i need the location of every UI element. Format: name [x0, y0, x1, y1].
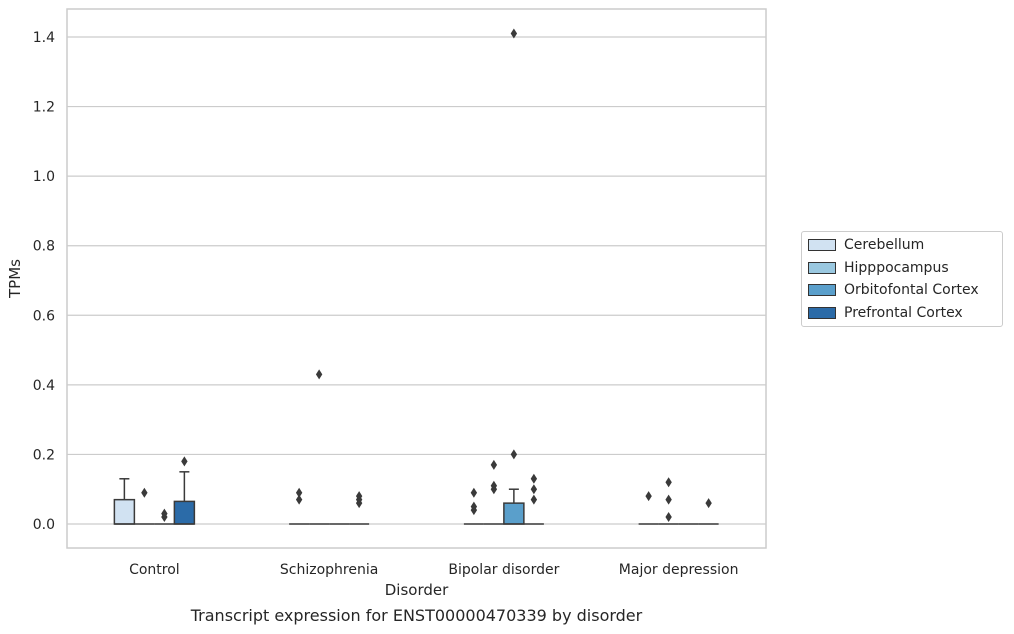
outlier-point	[315, 369, 323, 380]
box-hipppocampus	[309, 369, 330, 525]
legend-item: Cerebellum	[808, 235, 924, 255]
box-orbitofontal-cortex	[503, 28, 525, 525]
grid	[67, 36, 766, 525]
x-axis-label: Disorder	[385, 581, 449, 599]
box-hipppocampus	[134, 487, 155, 525]
outlier-point	[355, 491, 363, 502]
y-tick-label: 0.6	[33, 308, 55, 324]
box-hipppocampus	[658, 477, 679, 525]
y-axis-label: TPMs	[6, 259, 24, 299]
legend-label: Hipppocampus	[844, 259, 949, 276]
box-body	[503, 502, 525, 525]
outlier-point	[530, 494, 538, 505]
outlier-point	[470, 501, 478, 512]
outlier-point	[530, 473, 538, 484]
box-cerebellum	[463, 487, 484, 525]
plot-frame	[66, 8, 767, 549]
legend-swatch	[808, 261, 836, 274]
legend-item: Prefrontal Cortex	[808, 303, 963, 323]
y-tick-label: 0.0	[33, 517, 55, 533]
legend-label: Orbitofontal Cortex	[844, 282, 979, 298]
outlier-point	[510, 28, 518, 39]
x-tick-label: Major depression	[619, 562, 739, 578]
outlier-point	[490, 459, 498, 470]
outlier-point	[295, 494, 303, 505]
legend-label: Prefrontal Cortex	[844, 304, 963, 321]
y-tick-label: 1.4	[33, 30, 55, 46]
outlier-point	[665, 512, 672, 523]
x-tick-label: Bipolar disorder	[448, 562, 559, 578]
box-cerebellum	[638, 491, 659, 525]
box-prefrontal-cortex	[523, 473, 544, 525]
outlier-point	[510, 449, 518, 460]
x-axis-ticks: Control Schizophrenia Bipolar disorder Majo…	[129, 562, 738, 578]
x-tick-label: Schizophrenia	[280, 562, 378, 578]
outlier-point	[490, 480, 498, 491]
box-body	[173, 500, 196, 525]
outlier-point	[141, 487, 148, 498]
x-tick-label: Control	[129, 562, 180, 578]
legend-swatch	[808, 306, 836, 319]
y-tick-label: 1.0	[33, 169, 55, 185]
box-prefrontal-cortex	[173, 456, 196, 525]
box-prefrontal-cortex	[349, 491, 370, 525]
y-tick-label: 0.4	[33, 378, 55, 394]
legend-swatch	[808, 239, 836, 251]
outlier-point	[295, 487, 303, 498]
box-prefrontal-cortex	[698, 498, 719, 525]
outlier-point	[530, 484, 538, 495]
outlier-point	[645, 491, 652, 502]
outlier-point	[181, 456, 188, 467]
legend-item: Orbitofontal Cortex	[808, 280, 979, 300]
chart-caption: Transcript expression for ENST0000047033…	[190, 606, 643, 625]
outlier-point	[665, 477, 672, 488]
legend: Cerebellum Hipppocampus Orbitofontal Corte…	[801, 231, 1003, 327]
legend-item: Hipppocampus	[808, 258, 949, 278]
box-body	[113, 498, 136, 525]
y-tick-label: 0.8	[33, 239, 55, 255]
outlier-point	[665, 494, 672, 505]
outlier-point	[470, 487, 478, 498]
y-tick-label: 1.2	[33, 100, 55, 116]
outlier-point	[161, 508, 168, 519]
box-orbitofontal-cortex	[154, 508, 175, 525]
box-cerebellum	[289, 487, 310, 525]
box-cerebellum	[113, 478, 136, 525]
y-tick-label: 0.2	[33, 447, 55, 463]
outlier-point	[705, 498, 712, 509]
box-hipppocampus	[483, 459, 504, 525]
legend-label: Cerebellum	[844, 237, 925, 253]
y-axis-ticks: 0.0 0.2 0.4 0.6 0.8 1.0 1.2 1.4	[33, 30, 55, 533]
boxes	[113, 28, 719, 525]
legend-swatch	[808, 284, 836, 296]
